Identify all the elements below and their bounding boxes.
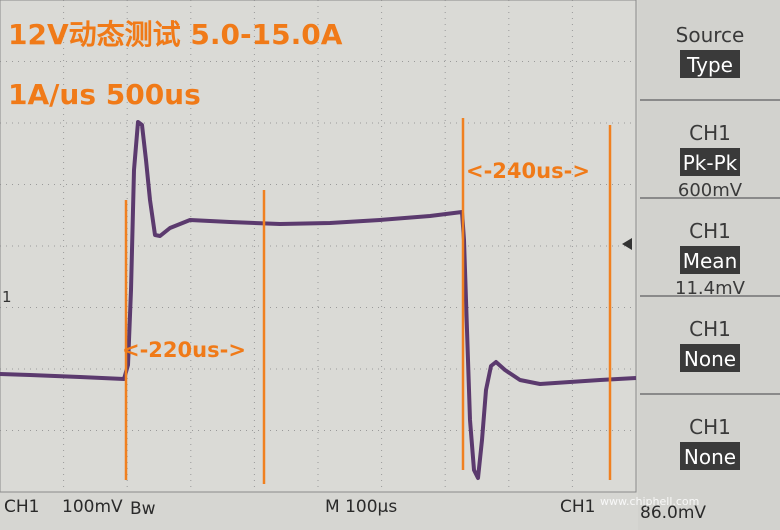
status-trigger-level: 86.0mV <box>640 503 706 523</box>
waveform <box>0 120 637 480</box>
menu-label-box <box>680 148 740 176</box>
menu-heading: CH1 <box>689 219 731 243</box>
grid <box>0 0 636 492</box>
status-timebase: M 100µs <box>325 497 397 517</box>
menu-label-box <box>680 442 740 470</box>
plot-border <box>0 0 637 493</box>
status-scale: 100mV <box>62 497 123 517</box>
span-label: <-240us-> <box>466 159 590 183</box>
span-label: <-220us-> <box>122 338 246 362</box>
menu-label: Type <box>686 53 733 77</box>
menu-label-box <box>680 246 740 274</box>
menu-label: Mean <box>683 249 738 273</box>
menu-label-box <box>680 50 740 78</box>
menu-label: None <box>684 445 736 469</box>
subtitle: 1A/us 500us <box>8 78 201 111</box>
menu-value: 600mV <box>678 180 743 201</box>
level-arrow <box>622 238 632 250</box>
status-channel: CH1 <box>4 497 39 517</box>
title: 12V动态测试 5.0-15.0A <box>8 18 343 51</box>
watermark: www.chiphell.com <box>600 495 699 508</box>
status-trigger-channel: CH1 <box>560 497 595 517</box>
channel-marker: 1 <box>2 288 12 306</box>
menu-heading: CH1 <box>689 121 731 145</box>
menu-label: None <box>684 347 736 371</box>
menu-heading: Source <box>676 23 745 47</box>
menu-label-box <box>680 344 740 372</box>
cursor-lines <box>124 118 612 484</box>
menu-value: 11.4mV <box>675 278 746 299</box>
status-bandwidth: Bw <box>130 499 156 519</box>
menu-label: Pk-Pk <box>683 151 738 175</box>
menu-heading: CH1 <box>689 415 731 439</box>
menu-heading: CH1 <box>689 317 731 341</box>
